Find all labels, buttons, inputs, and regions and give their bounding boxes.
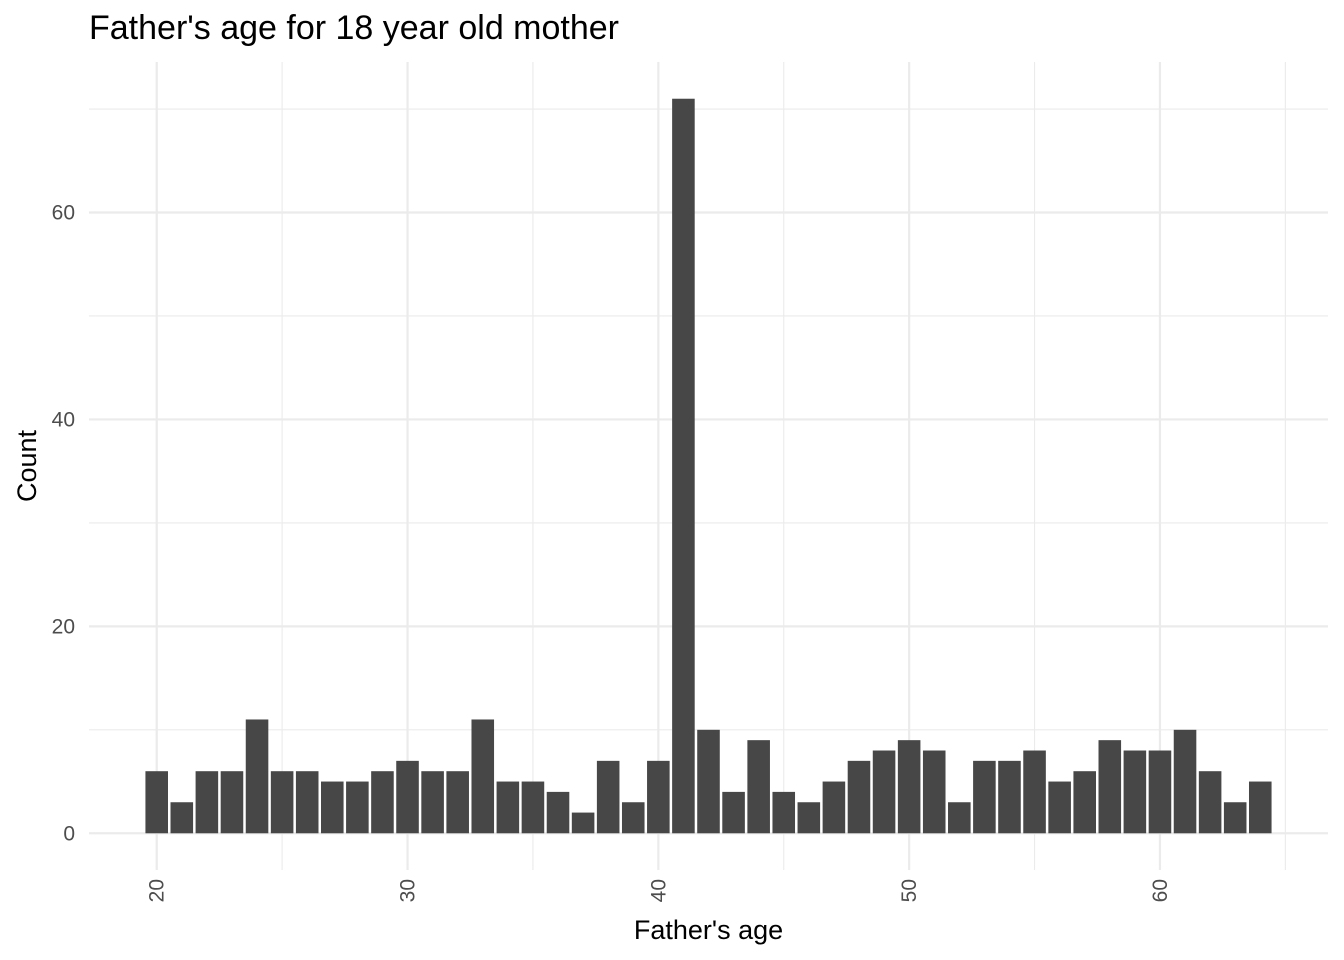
x-tick-label: 40 xyxy=(647,879,670,902)
bar xyxy=(697,729,720,834)
bar xyxy=(521,781,545,834)
bar xyxy=(1123,750,1147,834)
bar xyxy=(672,98,695,834)
bar xyxy=(546,791,570,834)
bar xyxy=(446,771,469,834)
bar xyxy=(1023,750,1046,834)
bar xyxy=(170,802,194,834)
y-tick-label: 0 xyxy=(63,822,75,845)
bar xyxy=(295,771,319,834)
bar xyxy=(872,750,896,834)
bar xyxy=(245,719,269,834)
bar xyxy=(421,771,444,834)
bar xyxy=(596,760,620,834)
y-axis-title: Count xyxy=(12,429,42,502)
x-axis-title: Father's age xyxy=(634,915,783,945)
bar xyxy=(1198,771,1222,834)
bar xyxy=(321,781,344,834)
bar xyxy=(847,760,871,834)
bar xyxy=(948,802,971,834)
bar xyxy=(897,740,921,834)
bar xyxy=(1048,781,1071,834)
bar xyxy=(722,791,745,834)
bar xyxy=(270,771,294,834)
bar xyxy=(220,771,244,834)
bar xyxy=(922,750,946,834)
y-tick-label: 60 xyxy=(52,202,75,225)
bar xyxy=(1148,750,1172,834)
bar xyxy=(747,740,770,834)
chart-title: Father's age for 18 year old mother xyxy=(89,9,619,47)
bar xyxy=(647,760,670,834)
bar xyxy=(145,771,168,834)
bar xyxy=(822,781,846,834)
x-tick-label: 30 xyxy=(397,879,420,902)
y-tick-label: 20 xyxy=(52,615,75,638)
y-axis-tick-labels: 0 20 40 60 xyxy=(52,202,75,846)
x-tick-label: 50 xyxy=(898,879,921,902)
bars xyxy=(145,98,1272,834)
bar xyxy=(571,812,595,834)
bar xyxy=(1223,802,1247,834)
x-tick-label: 20 xyxy=(146,879,169,902)
bar xyxy=(396,760,419,834)
bar xyxy=(772,791,796,834)
bar xyxy=(998,760,1021,834)
bar xyxy=(346,781,369,834)
bar xyxy=(1098,740,1122,834)
x-tick-label: 60 xyxy=(1149,879,1172,902)
bar xyxy=(195,771,219,834)
bar xyxy=(471,719,495,834)
bar xyxy=(371,771,394,834)
bar xyxy=(1173,729,1197,834)
x-axis-tick-labels: 20 30 40 50 60 xyxy=(146,879,1172,902)
bar xyxy=(973,760,996,834)
bar xyxy=(1248,781,1272,834)
bar xyxy=(797,802,821,834)
grid xyxy=(89,62,1328,870)
bar xyxy=(621,802,645,834)
bar xyxy=(496,781,520,834)
bar xyxy=(1073,771,1096,834)
y-tick-label: 40 xyxy=(52,408,75,431)
